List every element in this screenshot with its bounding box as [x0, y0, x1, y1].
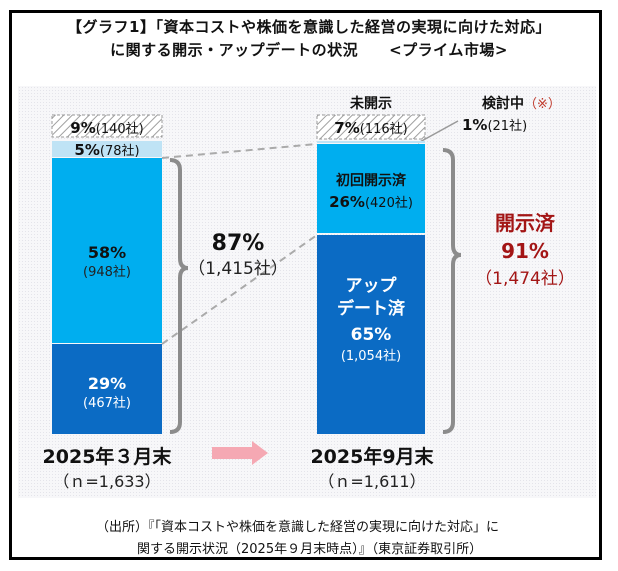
total-right-cnt: （1,474社） — [475, 269, 575, 289]
label-right-under-review-cnt: (21社) — [487, 118, 527, 134]
bracket-right — [442, 148, 462, 434]
label-right-not-disclosed-pct: 7% — [334, 119, 359, 137]
under-review-note-mark: （※） — [524, 97, 561, 112]
label-left-updated-pct: 29% — [88, 374, 126, 393]
label-left-under-review: 5%(78社) — [74, 141, 139, 159]
label-left-under-review-pct: 5% — [74, 141, 99, 159]
arrow-right-icon — [212, 441, 268, 465]
label-right-updated-pct: 65% — [351, 325, 392, 345]
label-right-updated-cnt: (1,054社) — [341, 348, 401, 364]
source-note-line1: （出所）『「資本コストや株価を意識した経営の実現に向けた対応」に — [96, 520, 500, 535]
label-left-not-disclosed: 9%(140社) — [70, 119, 143, 137]
bar-left-under-review — [52, 141, 162, 157]
category-label-right: 2025年9月末 — [310, 445, 434, 468]
connector-line-top — [161, 143, 318, 159]
label-left-under-review-cnt: (78社) — [100, 143, 140, 159]
n-label-left: （ｎ=1,633） — [53, 472, 160, 491]
under-review-header-text: 検討中 — [482, 95, 524, 112]
n-label-right: （ｎ=1,611） — [318, 472, 425, 491]
connector-line-bottom — [161, 234, 318, 345]
source-note-line2: 関する開示状況（2025年９月末時点）』（東京証券取引所） — [137, 542, 483, 557]
chart-title-line1: 【グラフ1】「資本コストや株価を意識した経営の実現に向けた対応」 — [67, 18, 551, 36]
label-right-not-disclosed-header: 未開示 — [350, 95, 392, 112]
label-right-under-review-pct: 1% — [462, 116, 487, 134]
label-left-first-disclosed-cnt: (948社) — [83, 264, 131, 280]
bar-left-first-disclosed — [52, 158, 162, 343]
total-right-label: 開示済 — [495, 211, 556, 235]
bar-right-first-disclosed — [317, 144, 425, 233]
category-label-left: 2025年３月末 — [43, 445, 173, 468]
chart-title-line2: に関する開示・アップデートの状況 <プライム市場> — [110, 41, 508, 59]
bar-left-not-disclosed — [51, 114, 163, 138]
label-right-under-review: 1%(21社) — [462, 116, 527, 134]
label-right-first-disclosed: 26%(420社) — [329, 193, 413, 211]
bar-right-updated — [317, 235, 425, 434]
label-left-updated-cnt: (467社) — [83, 395, 131, 411]
bar-right-under-review — [317, 141, 425, 143]
label-right-first-disclosed-pct: 26% — [329, 193, 365, 211]
total-right-pct: 91% — [501, 239, 549, 263]
label-right-under-review-header: 検討中（※） — [482, 95, 561, 112]
label-right-first-disclosed-cnt: (420社) — [365, 195, 413, 211]
bar-left-updated — [52, 344, 162, 434]
label-left-not-disclosed-cnt: (140社) — [96, 121, 144, 137]
bar-right-not-disclosed — [316, 114, 426, 140]
label-right-not-disclosed-cnt: (116社) — [360, 121, 408, 137]
label-right-updated-name-1: アップ — [346, 275, 398, 296]
bracket-left — [169, 158, 189, 434]
label-left-not-disclosed-pct: 9% — [70, 119, 95, 137]
total-left-pct: 87% — [212, 231, 265, 256]
label-right-updated-name-2: デート済 — [337, 298, 406, 319]
label-left-first-disclosed-pct: 58% — [88, 243, 126, 262]
label-right-not-disclosed: 7%(116社) — [334, 119, 407, 137]
label-right-first-disclosed-name: 初回開示済 — [336, 172, 407, 189]
total-left-cnt: （1,415社） — [188, 259, 288, 279]
